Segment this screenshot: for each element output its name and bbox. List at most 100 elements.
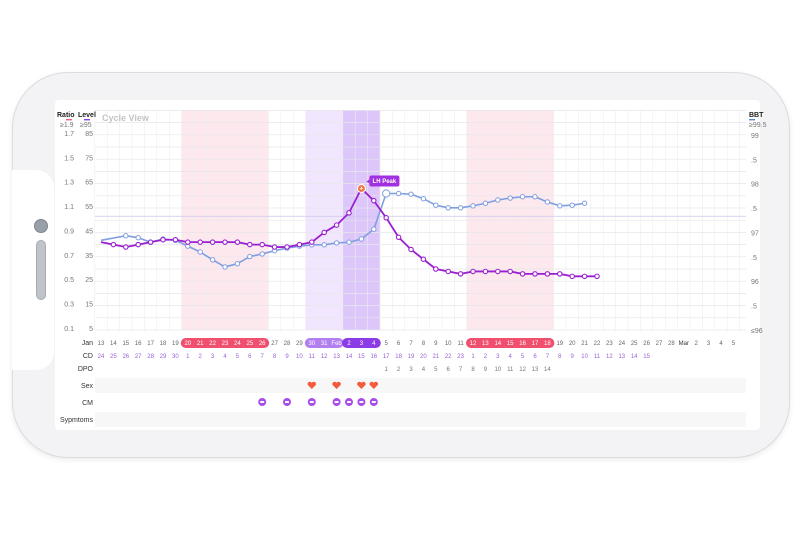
date-cell[interactable]: 29 bbox=[296, 341, 303, 347]
bbt-point[interactable] bbox=[457, 205, 464, 211]
date-cell[interactable]: 23 bbox=[606, 341, 613, 347]
date-cell[interactable]: 5 bbox=[385, 341, 389, 347]
lh-point[interactable] bbox=[296, 241, 303, 248]
bbt-point[interactable] bbox=[507, 195, 513, 201]
lh-point[interactable] bbox=[160, 236, 166, 243]
date-cell[interactable]: 2 bbox=[347, 341, 351, 347]
date-cell[interactable]: 27 bbox=[656, 341, 663, 347]
heart-icon[interactable] bbox=[332, 381, 341, 389]
lh-point[interactable] bbox=[532, 271, 538, 277]
bbt-point[interactable] bbox=[569, 202, 575, 208]
bbt-point[interactable] bbox=[346, 239, 352, 245]
lh-point[interactable] bbox=[495, 268, 501, 275]
bbt-point[interactable] bbox=[333, 240, 340, 246]
lh-point[interactable] bbox=[209, 239, 216, 245]
date-cell[interactable]: 16 bbox=[135, 341, 142, 347]
lh-point[interactable] bbox=[544, 271, 551, 277]
date-cell[interactable]: 8 bbox=[422, 341, 426, 347]
bbt-point[interactable] bbox=[482, 200, 489, 206]
date-cell[interactable]: 18 bbox=[160, 341, 167, 347]
heart-icon[interactable] bbox=[307, 381, 317, 389]
bbt-point[interactable] bbox=[321, 242, 327, 248]
date-cell[interactable]: 27 bbox=[271, 341, 278, 347]
cm-icon[interactable] bbox=[283, 398, 291, 406]
lh-point[interactable] bbox=[519, 271, 526, 277]
lh-point[interactable] bbox=[557, 271, 563, 277]
lh-point[interactable] bbox=[594, 273, 600, 280]
bbt-point[interactable] bbox=[247, 253, 253, 260]
date-cell[interactable]: 13 bbox=[482, 341, 489, 347]
lh-point[interactable] bbox=[309, 239, 315, 245]
date-cell[interactable]: 9 bbox=[434, 341, 438, 347]
bbt-point[interactable] bbox=[519, 194, 526, 200]
lh-point[interactable] bbox=[247, 241, 253, 248]
date-cell[interactable]: 18 bbox=[544, 341, 551, 347]
lh-point[interactable] bbox=[346, 210, 352, 216]
date-cell[interactable]: 3 bbox=[707, 341, 711, 347]
date-cell[interactable]: 20 bbox=[184, 341, 191, 347]
lh-point[interactable] bbox=[333, 222, 340, 228]
date-cell[interactable]: 10 bbox=[445, 341, 452, 347]
bbt-point[interactable] bbox=[123, 233, 129, 239]
lh-point[interactable] bbox=[470, 268, 476, 275]
lh-point[interactable] bbox=[185, 239, 191, 245]
date-cell[interactable]: 19 bbox=[556, 341, 563, 347]
cm-icon[interactable] bbox=[357, 398, 366, 406]
date-cell[interactable]: 5 bbox=[732, 341, 736, 347]
date-cell[interactable]: Mar bbox=[679, 341, 689, 347]
date-cell[interactable]: 25 bbox=[246, 341, 253, 347]
lh-point[interactable] bbox=[408, 246, 414, 253]
cm-icon[interactable] bbox=[345, 398, 353, 406]
lh-point[interactable] bbox=[581, 273, 588, 280]
date-cell[interactable]: 20 bbox=[569, 341, 576, 347]
date-cell[interactable]: 12 bbox=[470, 341, 477, 347]
date-cell[interactable]: 2 bbox=[695, 341, 699, 347]
date-cell[interactable]: 11 bbox=[457, 341, 464, 347]
bbt-point[interactable] bbox=[433, 202, 439, 208]
date-cell[interactable]: 22 bbox=[594, 341, 601, 347]
date-cell[interactable]: 6 bbox=[397, 341, 401, 347]
lh-point[interactable] bbox=[433, 266, 439, 272]
bbt-point[interactable] bbox=[470, 203, 476, 209]
bbt-point[interactable] bbox=[371, 226, 377, 232]
lh-point[interactable] bbox=[271, 244, 278, 250]
heart-icon[interactable] bbox=[357, 381, 366, 389]
date-cell[interactable]: 23 bbox=[222, 341, 229, 347]
bbt-point[interactable] bbox=[382, 189, 391, 198]
date-cell[interactable]: 4 bbox=[719, 341, 723, 347]
date-cell[interactable]: 13 bbox=[98, 341, 105, 347]
date-cell[interactable]: 28 bbox=[284, 341, 291, 347]
lh-point[interactable] bbox=[569, 273, 575, 280]
lh-point[interactable] bbox=[147, 239, 154, 245]
date-cell[interactable]: 14 bbox=[110, 341, 117, 347]
date-cell[interactable]: 15 bbox=[122, 341, 129, 347]
date-cell[interactable]: 25 bbox=[631, 341, 638, 347]
bbt-point[interactable] bbox=[445, 205, 451, 211]
lh-peak-marker[interactable] bbox=[356, 183, 366, 193]
date-cell[interactable]: 19 bbox=[172, 341, 179, 347]
date-cell[interactable]: 15 bbox=[507, 341, 514, 347]
date-cell[interactable]: 14 bbox=[494, 341, 501, 347]
lh-point[interactable] bbox=[371, 197, 377, 204]
date-cell[interactable]: 22 bbox=[209, 341, 216, 347]
date-cell[interactable]: 16 bbox=[519, 341, 526, 347]
lh-point[interactable] bbox=[420, 256, 427, 262]
date-cell[interactable]: 26 bbox=[643, 341, 650, 347]
bbt-point[interactable] bbox=[197, 249, 203, 255]
date-cell[interactable]: 3 bbox=[360, 341, 364, 347]
bbt-point[interactable] bbox=[581, 200, 588, 206]
lh-point[interactable] bbox=[172, 236, 179, 243]
bbt-point[interactable] bbox=[544, 199, 551, 205]
lh-point[interactable] bbox=[457, 271, 464, 277]
bbt-point[interactable] bbox=[135, 235, 141, 241]
bbt-point[interactable] bbox=[420, 196, 427, 202]
date-cell[interactable]: 28 bbox=[668, 341, 675, 347]
bbt-point[interactable] bbox=[408, 191, 414, 197]
lh-point[interactable] bbox=[445, 268, 451, 275]
lh-point[interactable] bbox=[110, 241, 117, 248]
date-cell[interactable]: 31 bbox=[321, 341, 328, 347]
bbt-point[interactable] bbox=[358, 236, 365, 242]
lh-point[interactable] bbox=[135, 241, 141, 248]
date-cell[interactable]: 24 bbox=[234, 341, 241, 347]
